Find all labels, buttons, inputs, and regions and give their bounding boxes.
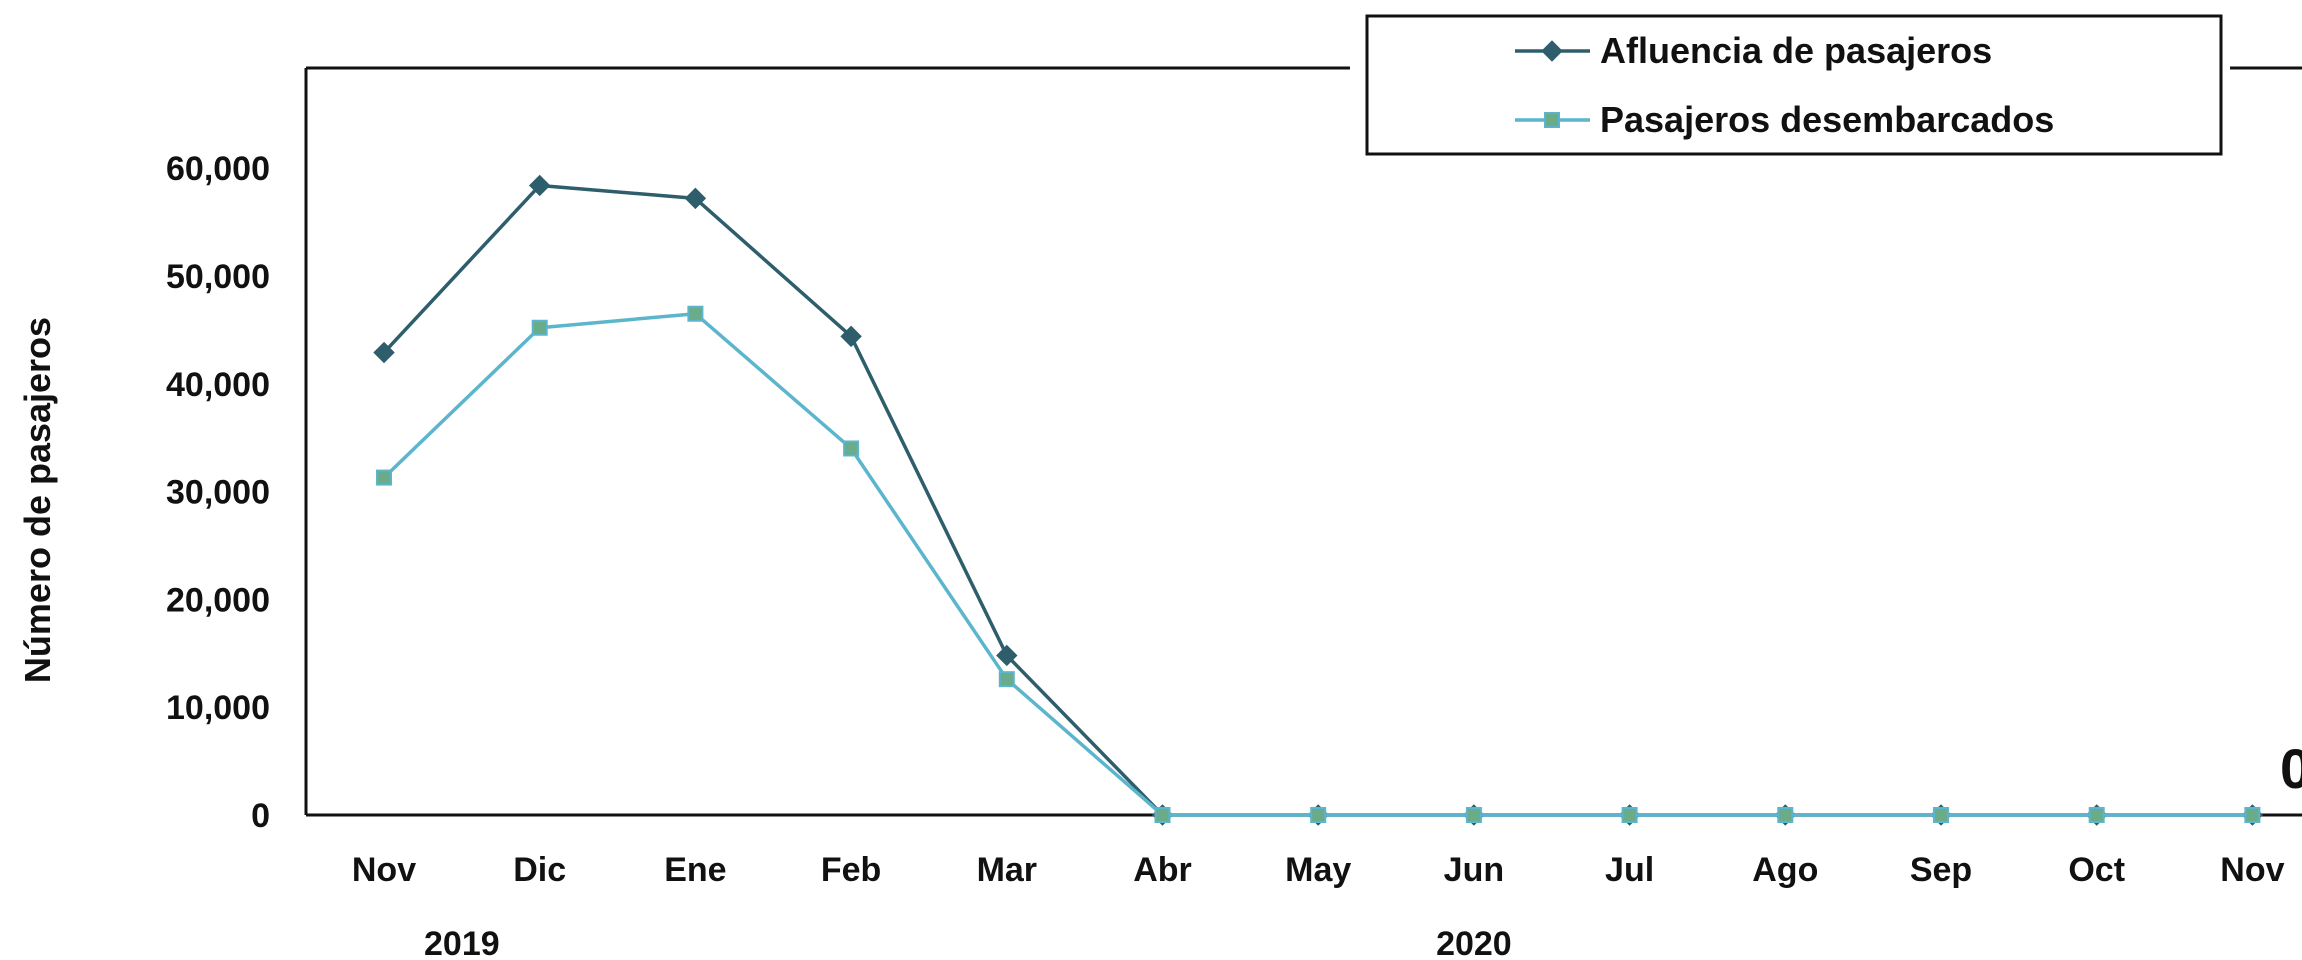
data-point-marker [1621, 807, 1638, 823]
data-point-marker [843, 440, 860, 457]
x-tick-label: Jun [1444, 851, 1504, 889]
series-line [382, 311, 2253, 817]
data-point-marker [1933, 807, 1949, 823]
data-point-marker [998, 671, 1015, 688]
y-tick-label: 0 [251, 797, 270, 835]
data-point-marker [2244, 807, 2261, 823]
series-line [382, 183, 2253, 817]
data-point-marker [687, 305, 704, 322]
end-value-label: 0 [2280, 737, 2302, 800]
series-afluencia [373, 174, 2264, 826]
legend-label: Pasajeros desembarcados [1600, 99, 2054, 140]
y-tick-label: 60,000 [166, 150, 270, 188]
x-tick-label: Abr [1133, 851, 1192, 889]
y-axis-title: Número de pasajeros [17, 317, 58, 683]
series-desembarcados [376, 305, 2261, 823]
x-tick-label: Dic [513, 851, 566, 889]
x-tick-label: Ene [664, 851, 726, 889]
data-point-marker [2088, 807, 2105, 823]
x-year-label: 2019 [424, 925, 500, 960]
y-tick-label: 40,000 [166, 366, 270, 404]
data-point-marker [684, 187, 707, 210]
y-axis: 0 10,000 20,000 30,000 40,000 50,000 60,000 [166, 150, 270, 835]
x-tick-label: Nov [352, 851, 416, 889]
data-point-marker [840, 325, 862, 348]
y-tick-label: 50,000 [166, 258, 270, 296]
data-point-marker [1465, 807, 1482, 823]
plot-frame [304, 66, 2302, 817]
x-tick-label: Oct [2068, 851, 2125, 889]
x-tick-label: Jul [1605, 851, 1654, 889]
x-tick-label: Feb [821, 851, 881, 889]
y-tick-label: 10,000 [166, 689, 270, 727]
x-tick-label: Mar [977, 851, 1037, 889]
legend-marker [1541, 40, 1563, 62]
legend-label: Afluencia de pasajeros [1600, 30, 1992, 71]
legend-marker [1544, 112, 1560, 128]
y-tick-label: 30,000 [166, 474, 270, 512]
x-tick-label: Ago [1752, 851, 1818, 889]
x-tick-label: Sep [1910, 851, 1972, 889]
data-point-marker [376, 469, 392, 486]
data-point-marker [1777, 807, 1794, 823]
x-tick-label: Nov [2220, 851, 2284, 889]
data-point-marker [528, 174, 551, 197]
data-point-marker [373, 341, 395, 364]
x-tick-label: May [1285, 851, 1351, 889]
x-axis: Nov Dic Ene Feb Mar Abr May Jun Jul Ago Sep Oct Nov 2… [352, 851, 2285, 960]
data-point-marker [1310, 807, 1327, 823]
x-year-label: 2020 [1436, 925, 1512, 960]
legend-box [1365, 14, 2223, 156]
data-point-marker [996, 644, 1018, 667]
series-layer [373, 174, 2264, 826]
legend: Afluencia de pasajeros Pasajeros desembar… [1365, 14, 2223, 156]
data-point-marker [1154, 807, 1171, 823]
data-point-marker [531, 319, 548, 336]
y-tick-label: 20,000 [166, 581, 270, 619]
